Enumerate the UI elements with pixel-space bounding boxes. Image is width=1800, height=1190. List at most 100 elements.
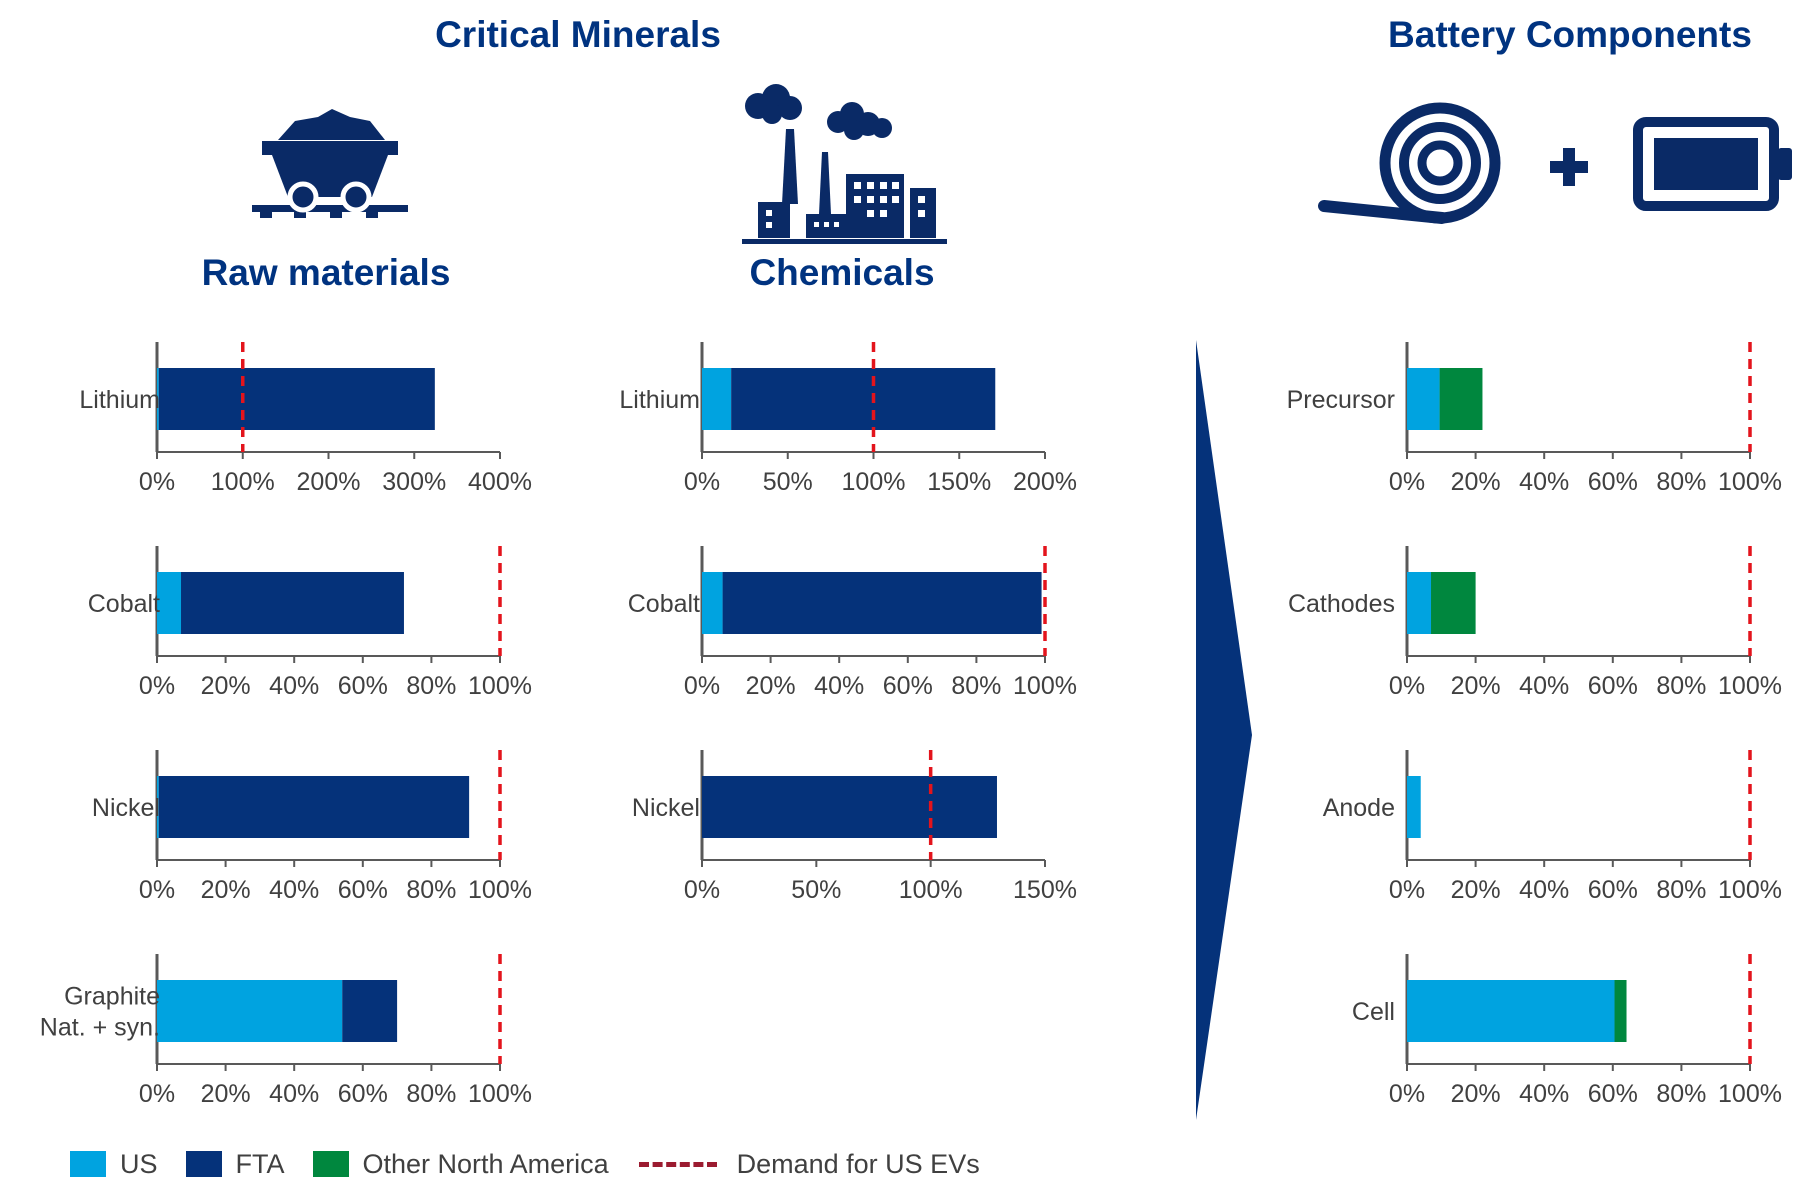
tick-label-chemicals-cobalt-4: 80% xyxy=(951,672,1001,700)
tick-label-battery-components-cell-2: 40% xyxy=(1519,1080,1569,1108)
category-label-battery-components-cell: Cell xyxy=(1352,998,1395,1026)
tick-label-battery-components-cell-0: 0% xyxy=(1389,1080,1425,1108)
category-label-line: Nickel xyxy=(92,794,160,822)
bar-battery-components-cathodes-us xyxy=(1407,572,1432,634)
legend-label-us: US xyxy=(120,1148,158,1179)
bar-raw-materials-cobalt-fta xyxy=(181,572,404,634)
tick-label-raw-materials-cobalt-3: 60% xyxy=(338,672,388,700)
tick-label-battery-components-cathodes-5: 100% xyxy=(1718,672,1782,700)
tick-label-battery-components-cathodes-4: 80% xyxy=(1656,672,1706,700)
category-label-chemicals-lithium: Lithium xyxy=(619,386,700,414)
tick-label-battery-components-anode-0: 0% xyxy=(1389,876,1425,904)
tick-label-battery-components-anode-4: 80% xyxy=(1656,876,1706,904)
bar-raw-materials-lithium-fta xyxy=(158,368,435,430)
bar-chemicals-cobalt-fta xyxy=(722,572,1042,634)
chart-battery-components-anode: 0% 20% 40% 60% 80% 100% Anode xyxy=(1323,750,1782,904)
bar-battery-components-cell-us xyxy=(1407,980,1615,1042)
tick-label-battery-components-anode-1: 20% xyxy=(1451,876,1501,904)
bar-chemicals-lithium-fta xyxy=(731,368,996,430)
legend-item-other-na: Other North America xyxy=(312,1148,609,1180)
tick-label-battery-components-anode-5: 100% xyxy=(1718,876,1782,904)
tick-label-raw-materials-nickel-2: 40% xyxy=(269,876,319,904)
chart-chemicals-cobalt: 0% 20% 40% 60% 80% 100% Cobalt xyxy=(628,546,1077,700)
tick-label-chemicals-nickel-0: 0% xyxy=(684,876,720,904)
bar-raw-materials-nickel-fta xyxy=(158,776,470,838)
bar-raw-materials-graphite-fta xyxy=(342,980,398,1042)
category-label-raw-materials-cobalt: Cobalt xyxy=(88,590,160,618)
tick-label-raw-materials-nickel-3: 60% xyxy=(338,876,388,904)
tick-label-raw-materials-graphite-4: 80% xyxy=(406,1080,456,1108)
plus-icon xyxy=(1550,148,1588,186)
tick-label-raw-materials-graphite-0: 0% xyxy=(139,1080,175,1108)
tick-label-chemicals-lithium-2: 100% xyxy=(842,468,906,496)
tick-label-battery-components-cathodes-1: 20% xyxy=(1451,672,1501,700)
battery-icon xyxy=(1633,117,1792,211)
critical-minerals-title: Critical Minerals xyxy=(435,14,721,55)
legend-swatch-other-na xyxy=(312,1151,349,1177)
tick-label-raw-materials-nickel-1: 20% xyxy=(201,876,251,904)
bar-chemicals-lithium-us xyxy=(702,368,732,430)
legend-label-demand: Demand for US EVs xyxy=(736,1148,980,1179)
bar-battery-components-cathodes-other-north-america xyxy=(1431,572,1476,634)
tick-label-chemicals-lithium-0: 0% xyxy=(684,468,720,496)
category-label-raw-materials-graphite: Graphite Nat. + syn. xyxy=(40,983,160,1042)
category-label-chemicals-cobalt: Cobalt xyxy=(628,590,700,618)
bar-battery-components-precursor-other-north-america xyxy=(1439,368,1483,430)
tick-label-raw-materials-graphite-1: 20% xyxy=(201,1080,251,1108)
category-label-battery-components-cathodes: Cathodes xyxy=(1288,590,1395,618)
category-label-battery-components-anode: Anode xyxy=(1323,794,1395,822)
tick-label-chemicals-cobalt-1: 20% xyxy=(746,672,796,700)
legend-swatch-demand xyxy=(638,1161,717,1167)
tick-label-raw-materials-nickel-4: 80% xyxy=(406,876,456,904)
category-label-battery-components-precursor: Precursor xyxy=(1287,386,1395,414)
chart-raw-materials-lithium: 0% 100% 200% 300% 400% Lithium xyxy=(79,342,532,496)
chart-chemicals-nickel: 0% 50% 100% 150% Nickel xyxy=(632,750,1077,904)
tick-label-chemicals-cobalt-0: 0% xyxy=(684,672,720,700)
tick-label-battery-components-anode-2: 40% xyxy=(1519,876,1569,904)
legend: US FTA Other North America Demand for US… xyxy=(70,1144,1008,1184)
tick-label-raw-materials-graphite-2: 40% xyxy=(269,1080,319,1108)
tick-label-raw-materials-lithium-0: 0% xyxy=(139,468,175,496)
tick-label-raw-materials-cobalt-0: 0% xyxy=(139,672,175,700)
mine-cart-icon xyxy=(252,109,408,218)
legend-item-us: US xyxy=(70,1149,158,1180)
category-label-line: Cell xyxy=(1352,998,1395,1026)
raw-materials-title: Raw materials xyxy=(201,252,451,293)
coil-icon xyxy=(1318,102,1501,224)
legend-item-demand: Demand for US EVs xyxy=(637,1149,980,1180)
category-label-line: Cathodes xyxy=(1288,590,1395,618)
chart-raw-materials-cobalt: 0% 20% 40% 60% 80% 100% Cobalt xyxy=(88,546,532,700)
legend-item-fta: FTA xyxy=(185,1148,285,1180)
bar-raw-materials-nickel-us xyxy=(157,776,159,838)
bar-chemicals-nickel-fta xyxy=(702,776,997,838)
tick-label-battery-components-precursor-1: 20% xyxy=(1451,468,1501,496)
category-label-line: Anode xyxy=(1323,794,1395,822)
tick-label-raw-materials-cobalt-5: 100% xyxy=(468,672,532,700)
chart-raw-materials-nickel: 0% 20% 40% 60% 80% 100% Nickel xyxy=(92,750,532,904)
category-label-raw-materials-nickel: Nickel xyxy=(92,794,160,822)
tick-label-chemicals-nickel-3: 150% xyxy=(1013,876,1077,904)
tick-label-chemicals-lithium-1: 50% xyxy=(763,468,813,496)
tick-label-battery-components-precursor-3: 60% xyxy=(1588,468,1638,496)
tick-label-battery-components-cathodes-3: 60% xyxy=(1588,672,1638,700)
tick-label-chemicals-lithium-3: 150% xyxy=(927,468,991,496)
legend-label-other-na: Other North America xyxy=(362,1148,609,1179)
tick-label-battery-components-cathodes-0: 0% xyxy=(1389,672,1425,700)
category-label-line: Nat. + syn. xyxy=(40,1014,160,1042)
chart-battery-components-cathodes: 0% 20% 40% 60% 80% 100% Cathodes xyxy=(1288,546,1782,700)
tick-label-battery-components-precursor-4: 80% xyxy=(1656,468,1706,496)
tick-label-chemicals-lithium-4: 200% xyxy=(1013,468,1077,496)
bar-raw-materials-graphite-us xyxy=(157,980,343,1042)
chart-battery-components-precursor: 0% 20% 40% 60% 80% 100% Precursor xyxy=(1287,342,1782,496)
tick-label-battery-components-cell-1: 20% xyxy=(1451,1080,1501,1108)
chart-raw-materials-graphite: 0% 20% 40% 60% 80% 100% Graphite Nat. + syn. xyxy=(40,954,532,1108)
tick-label-raw-materials-graphite-5: 100% xyxy=(468,1080,532,1108)
category-label-line: Precursor xyxy=(1287,386,1395,414)
legend-swatch-us xyxy=(70,1151,106,1177)
tick-label-raw-materials-lithium-3: 300% xyxy=(382,468,446,496)
bar-raw-materials-cobalt-us xyxy=(157,572,182,634)
tick-label-raw-materials-nickel-5: 100% xyxy=(468,876,532,904)
legend-label-fta: FTA xyxy=(235,1148,285,1179)
bar-battery-components-cell-other-north-america xyxy=(1614,980,1627,1042)
